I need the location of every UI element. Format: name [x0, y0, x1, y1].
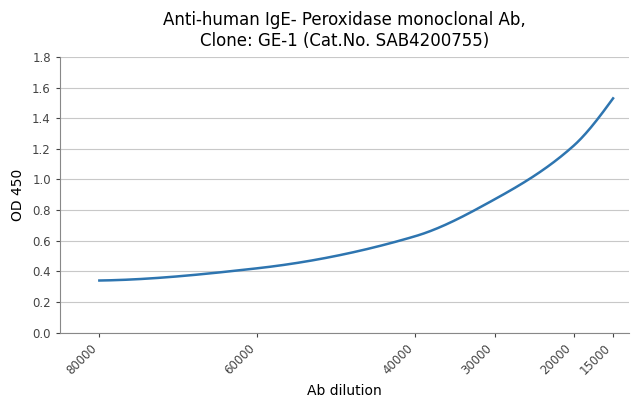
X-axis label: Ab dilution: Ab dilution — [307, 384, 381, 398]
Y-axis label: OD 450: OD 450 — [11, 169, 25, 221]
Title: Anti-human IgE- Peroxidase monoclonal Ab,
Clone: GE-1 (Cat.No. SAB4200755): Anti-human IgE- Peroxidase monoclonal Ab… — [163, 11, 525, 50]
